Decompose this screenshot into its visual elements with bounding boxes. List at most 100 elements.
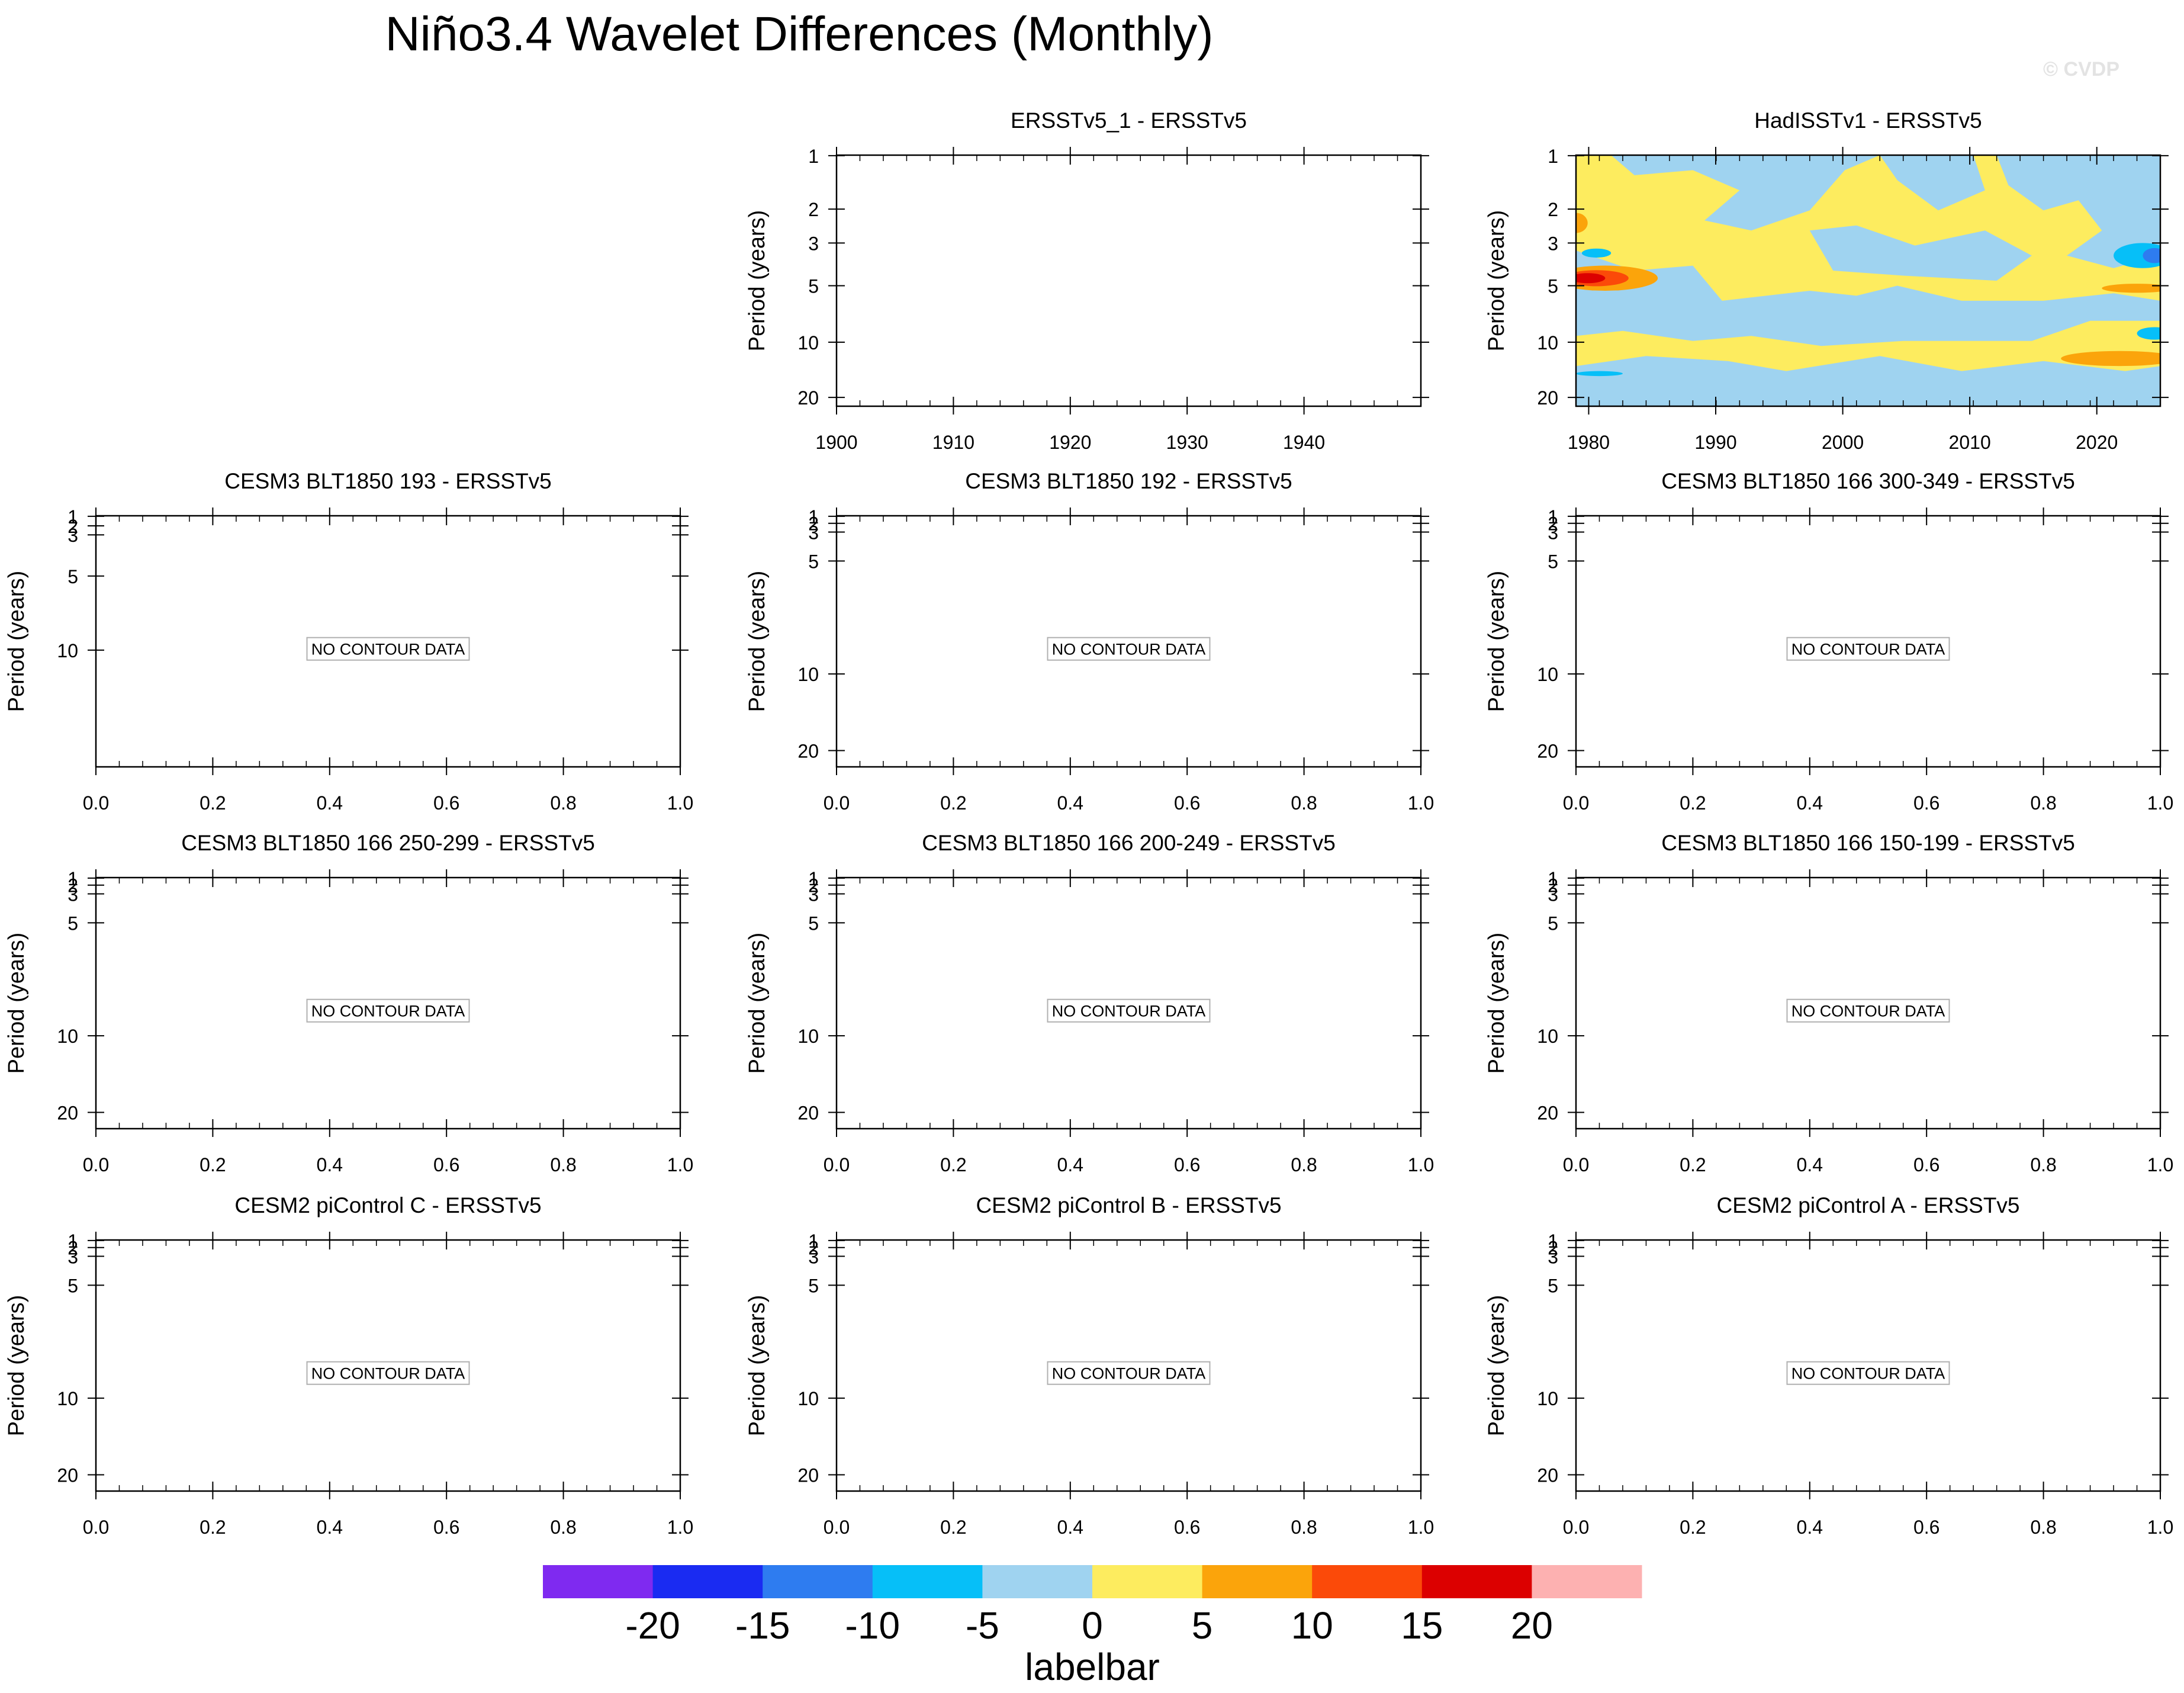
labelbar-box-5 [982,1565,1093,1598]
y-tick-label: 10 [57,640,78,661]
panel-frame [1575,1239,2162,1492]
y-tick-label: 1 [808,506,819,528]
labelbar-box-4 [872,1565,983,1598]
x-tick-label: 2020 [2076,432,2118,453]
x-tick-label: 0.4 [317,792,343,814]
y-tick-label: 10 [797,332,819,354]
x-tick-label: 1910 [932,432,974,453]
level-neg5-to-0-region-6 [1809,225,2032,281]
no-contour-data-label: NO CONTOUR DATA [1052,641,1206,658]
x-tick-label: 0.6 [1913,792,1939,814]
panel-7: CESM3 BLT1850 166 200-249 - ERSSTv5 123 5 1… [745,831,1434,1175]
no-data-box [1047,1361,1211,1385]
y-tick-label: 2 [808,513,819,535]
x-tick-label: 0.6 [1174,1517,1200,1538]
labelbar-tick-label: -20 [625,1604,680,1647]
panel-frame [95,876,681,1130]
labelbar-tick-label: -10 [845,1604,900,1647]
heatmap-field [1576,155,2160,406]
labelbar-box-2 [652,1565,763,1598]
x-tick-label: 0.6 [1174,1154,1200,1175]
labelbar-title: labelbar [1025,1646,1160,1688]
panel-frame [1575,154,2162,407]
y-tick-label: 1 [808,1231,819,1252]
y-tick-label: 1 [1548,1231,1558,1252]
no-contour-data-label: NO CONTOUR DATA [1052,1003,1206,1020]
no-contour-data-label: NO CONTOUR DATA [1052,1365,1206,1383]
panel-5: CESM3 BLT1850 166 300-349 - ERSSTv5 123 5 1… [1484,469,2173,814]
level-neg5-to-0-region-3 [1996,155,2160,268]
no-data-box [1786,998,1950,1023]
y-tick-label: 3 [808,522,819,544]
y-tick-label: 3 [67,525,78,546]
y-tick-label: 10 [57,1026,78,1047]
panel-6: CESM3 BLT1850 166 250-299 - ERSSTv5 123 5 1… [4,831,693,1175]
y-tick-label: 20 [1537,1102,1558,1123]
no-data-box [1047,998,1211,1023]
positive-15-20-early [1576,273,1606,284]
x-tick-label: 0.0 [1563,1517,1589,1538]
negative-5-10-late-lower [2137,327,2160,340]
y-axis-label: Period (years) [4,933,29,1074]
x-tick-label: 0.4 [1057,1154,1083,1175]
x-tick-label: 1.0 [667,1517,693,1538]
panel-4: CESM3 BLT1850 192 - ERSSTv5 123 5 10 20 Perio… [745,469,1434,814]
no-contour-data-label: NO CONTOUR DATA [311,1365,465,1383]
no-data-box [306,1361,470,1385]
x-tick-label: 1.0 [1408,792,1434,814]
y-tick-label: 2 [67,1238,78,1259]
y-tick-label: 10 [1537,1388,1558,1409]
y-tick-label: 10 [797,1026,819,1047]
y-tick-label: 3 [1548,884,1558,905]
y-tick-label: 1 [808,868,819,889]
y-tick-label: 5 [67,1275,78,1296]
y-tick-label: 20 [1537,740,1558,762]
y-tick-label: 2 [808,199,819,220]
x-tick-label: 1940 [1283,432,1325,453]
y-tick-label: 20 [1537,387,1558,409]
y-tick-label: 5 [808,551,819,572]
y-tick-label: 1 [1548,506,1558,528]
x-tick-label: 0.8 [2030,1154,2056,1175]
x-tick-label: 0.8 [550,1517,576,1538]
x-tick-label: 0.4 [1797,1517,1823,1538]
x-tick-label: 0.0 [83,1154,109,1175]
x-tick-label: 0.0 [83,792,109,814]
panel-frame [835,515,1422,768]
x-tick-label: 0.4 [317,1517,343,1538]
labelbar-box-1 [543,1565,654,1598]
y-tick-label: 3 [67,1247,78,1268]
x-tick-label: 0.6 [433,792,459,814]
y-tick-label: 5 [1548,551,1558,572]
panel-frame [95,515,681,768]
labelbar-tick-label: 20 [1511,1604,1553,1647]
y-axis-label: Period (years) [1484,933,1509,1074]
y-tick-label: 10 [1537,332,1558,354]
x-tick-label: 1930 [1166,432,1208,453]
x-tick-label: 1.0 [1408,1154,1434,1175]
level-neg5-to-0-region-4 [1576,250,2160,346]
x-tick-label: 0.2 [200,1154,226,1175]
panel-11: CESM2 piControl A - ERSSTv5 123 5 10 20 Perio… [1484,1193,2173,1538]
y-axis-label: Period (years) [1484,571,1509,712]
x-tick-label: 2010 [1949,432,1991,453]
y-tick-label: 10 [797,664,819,685]
y-axis-label: Period (years) [4,571,29,712]
panel-title: CESM3 BLT1850 166 200-249 - ERSSTv5 [922,831,1336,855]
labelbar-box-7 [1202,1565,1313,1598]
x-tick-label: 0.8 [550,1154,576,1175]
x-tick-label: 0.6 [433,1517,459,1538]
x-tick-label: 0.6 [1174,792,1200,814]
y-tick-label: 10 [1537,1026,1558,1047]
x-tick-label: 0.2 [940,1517,966,1538]
labelbar-box-3 [763,1565,873,1598]
y-tick-label: 20 [1537,1464,1558,1486]
panel-title: HadISSTv1 - ERSSTv5 [1754,108,1982,133]
x-tick-label: 2000 [1822,432,1864,453]
labelbar-tick-label: 10 [1291,1604,1333,1647]
panel-frame [1575,876,2162,1130]
panel-frame [835,154,1422,407]
panel-title: CESM2 piControl B - ERSSTv5 [976,1193,1281,1217]
x-tick-label: 0.0 [1563,792,1589,814]
y-tick-label: 20 [57,1464,78,1486]
